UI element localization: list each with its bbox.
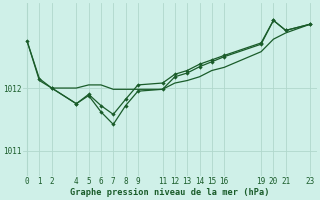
- X-axis label: Graphe pression niveau de la mer (hPa): Graphe pression niveau de la mer (hPa): [70, 188, 270, 197]
